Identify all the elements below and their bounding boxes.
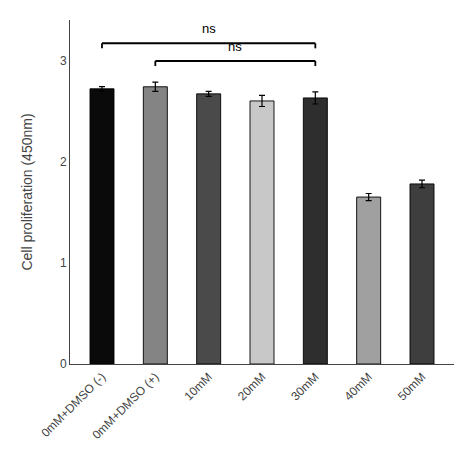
svg-text:10mM: 10mM	[182, 370, 215, 403]
svg-text:ns: ns	[202, 21, 216, 36]
svg-text:30mM: 30mM	[288, 370, 321, 403]
svg-text:2: 2	[60, 155, 67, 169]
svg-text:3: 3	[60, 54, 67, 68]
svg-text:0mM+DMSO (+): 0mM+DMSO (+)	[90, 370, 162, 442]
svg-text:50mM: 50mM	[395, 370, 428, 403]
svg-text:Cell proliferation (450nm): Cell proliferation (450nm)	[19, 113, 35, 270]
svg-text:20mM: 20mM	[235, 370, 268, 403]
svg-text:0mM+DMSO (-): 0mM+DMSO (-)	[38, 370, 108, 440]
svg-text:1: 1	[60, 256, 67, 270]
svg-text:40mM: 40mM	[342, 370, 375, 403]
svg-text:ns: ns	[228, 39, 242, 54]
svg-text:0: 0	[60, 357, 67, 371]
